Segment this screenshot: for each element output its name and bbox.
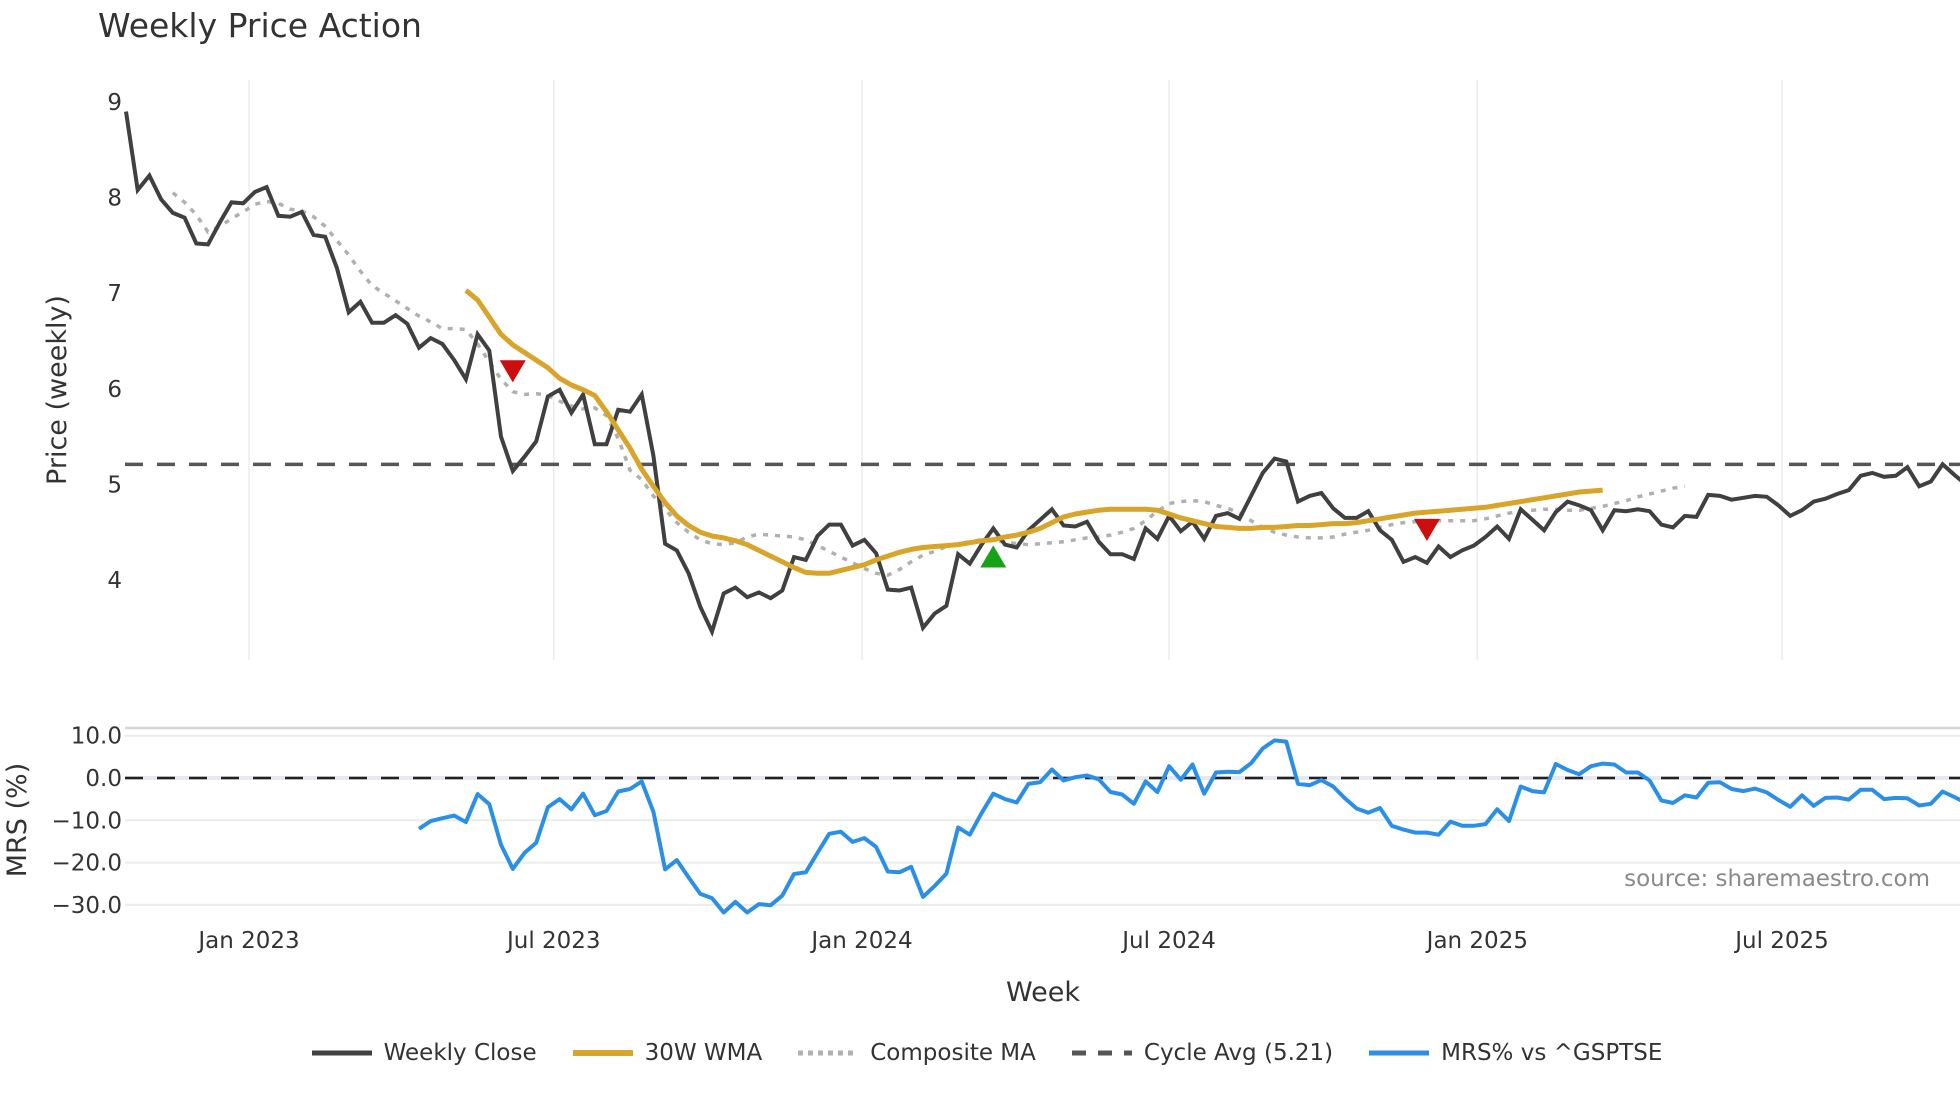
- price-y-ticks: 4 5 6 7 8 9: [107, 90, 122, 594]
- legend-item[interactable]: 30W WMA: [559, 1040, 763, 1066]
- x-tick-label: Jul 2023: [505, 928, 601, 954]
- buy-signal-triangle-up-icon: [980, 545, 1007, 568]
- legend-label: MRS% vs ^GSPTSE: [1441, 1040, 1663, 1066]
- mrs-line: [417, 738, 1960, 915]
- legend-swatch-icon: [798, 1050, 859, 1056]
- wma-30w-line: [464, 288, 1603, 576]
- x-tick-label: Jul 2025: [1733, 928, 1829, 954]
- x-tick-label: Jan 2023: [196, 928, 299, 954]
- price-gridlines: [248, 80, 1783, 660]
- price-y-tick-label: 9: [107, 90, 122, 116]
- price-y-tick-label: 5: [107, 472, 122, 498]
- legend-item[interactable]: Cycle Avg (5.21): [1058, 1040, 1333, 1066]
- x-axis-title: Week: [1006, 977, 1080, 1008]
- price-y-axis-title: Price (weekly): [42, 295, 73, 485]
- legend-swatch-icon: [1071, 1050, 1132, 1056]
- mrs-y-tick-label: 10.0: [71, 724, 122, 750]
- legend-swatch-icon: [311, 1050, 372, 1056]
- signal-markers: [499, 360, 1440, 568]
- mrs-y-tick-label: −30.0: [52, 893, 122, 919]
- source-attribution: source: sharemaestro.com: [1624, 866, 1930, 892]
- price-y-tick-label: 7: [107, 281, 122, 307]
- mrs-y-tick-label: −20.0: [52, 851, 122, 877]
- chart-legend: Weekly Close 30W WMA Composite MA Cycle Avg…: [0, 1036, 1960, 1070]
- x-axis-ticks: Jan 2023 Jul 2023 Jan 2024 Jul 2024 Jan 2025…: [196, 928, 1828, 954]
- mrs-y-axis-title: MRS (%): [2, 763, 33, 878]
- legend-item[interactable]: MRS% vs ^GSPTSE: [1355, 1040, 1662, 1066]
- sell-signal-triangle-down-icon: [499, 360, 526, 383]
- legend-label: Weekly Close: [383, 1040, 537, 1066]
- mrs-y-ticks: 10.0 0.0 −10.0 −20.0 −30.0: [52, 724, 122, 919]
- composite-ma-line: [171, 191, 1686, 578]
- mrs-y-tick-label: 0.0: [85, 766, 122, 792]
- x-tick-label: Jan 2025: [1425, 928, 1528, 954]
- sell-signal-triangle-down-icon: [1413, 518, 1440, 542]
- weekly-close-line: [124, 111, 1960, 638]
- legend-swatch-icon: [1369, 1050, 1430, 1056]
- price-series: [124, 111, 1960, 638]
- legend-item[interactable]: Weekly Close: [298, 1040, 537, 1066]
- legend-label: Cycle Avg (5.21): [1143, 1040, 1334, 1066]
- mrs-series: [417, 738, 1960, 915]
- legend-label: 30W WMA: [644, 1040, 763, 1066]
- legend-item[interactable]: Composite MA: [784, 1040, 1036, 1066]
- x-tick-label: Jul 2024: [1120, 928, 1216, 954]
- legend-label: Composite MA: [870, 1040, 1036, 1066]
- price-y-tick-label: 4: [107, 568, 122, 594]
- price-y-tick-label: 8: [107, 186, 122, 212]
- price-y-tick-label: 6: [107, 377, 122, 403]
- x-tick-label: Jan 2024: [809, 928, 912, 954]
- chart-title: Weekly Price Action: [98, 6, 422, 45]
- mrs-y-tick-label: −10.0: [52, 808, 122, 834]
- legend-swatch-icon: [572, 1050, 633, 1056]
